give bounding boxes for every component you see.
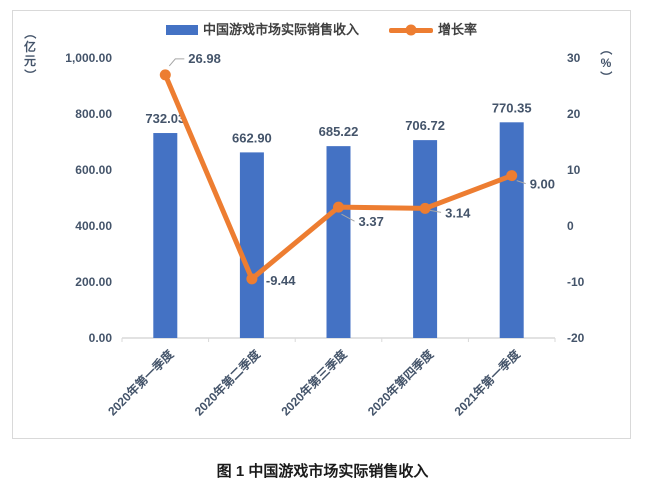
left-axis-tick-label: 1,000.00 (65, 51, 112, 65)
right-axis-unit-label: （%） (596, 42, 616, 84)
left-axis-tick-label: 200.00 (75, 275, 112, 289)
line-value-label: 3.14 (445, 205, 471, 220)
line-value-label: -9.44 (266, 273, 296, 288)
legend-line-marker-icon (405, 24, 417, 36)
revenue-bar (239, 152, 264, 338)
label-leader-line (168, 58, 185, 67)
growth-line-marker (159, 69, 171, 81)
growth-line-marker (246, 273, 258, 285)
legend-item-growth: 增长率 (389, 23, 477, 37)
revenue-bar (499, 122, 524, 338)
bar-value-label: 662.90 (232, 130, 272, 145)
legend-label-revenue: 中国游戏市场实际销售收入 (202, 22, 359, 37)
line-value-label: 3.37 (359, 214, 384, 229)
axis-unit-char: 元 (23, 54, 36, 68)
right-axis-tick-label: -20 (567, 331, 585, 345)
label-leader-line (341, 213, 355, 222)
right-axis-tick-label: -10 (567, 275, 585, 289)
axis-unit-char: 亿 (23, 40, 36, 54)
x-axis-category-label: 2020年第一季度 (105, 346, 178, 419)
x-axis-category-label: 2020年第四季度 (364, 346, 437, 419)
right-axis-tick-label: 30 (567, 51, 581, 65)
growth-line-marker (506, 170, 518, 182)
bar-value-label: 706.72 (405, 118, 445, 133)
chart-area: 中国游戏市场实际销售收入 增长率 (12, 10, 631, 439)
line-value-label: 9.00 (530, 177, 555, 192)
bar-value-label: 732.03 (145, 111, 185, 126)
legend-line-swatch-icon (389, 24, 433, 36)
right-axis-tick-label: 10 (567, 163, 581, 177)
right-axis-tick-label: 20 (567, 107, 581, 121)
growth-line-marker (419, 202, 431, 214)
left-axis-unit-label: （亿元） (20, 26, 40, 82)
label-leader-line (430, 209, 442, 213)
bar-value-label: 685.22 (319, 124, 359, 139)
revenue-bar (153, 133, 178, 338)
x-axis-category-label: 2020年第三季度 (278, 346, 351, 419)
legend-item-revenue: 中国游戏市场实际销售收入 (165, 22, 359, 37)
revenue-bar (326, 146, 351, 338)
x-axis-category-label: 2020年第二季度 (191, 346, 264, 419)
chart-legend: 中国游戏市场实际销售收入 增长率 (13, 23, 630, 37)
axis-unit-char: % (600, 56, 612, 70)
figure-caption: 图 1 中国游戏市场实际销售收入 (216, 463, 429, 480)
line-value-label: 26.98 (188, 51, 221, 66)
bar-value-label: 770.35 (492, 100, 532, 115)
left-axis-tick-label: 600.00 (75, 163, 112, 177)
growth-line-marker (333, 201, 344, 213)
revenue-bar (413, 140, 438, 338)
legend-bar-swatch-icon (165, 25, 198, 35)
label-leader-line (516, 180, 526, 185)
left-axis-tick-label: 800.00 (75, 107, 112, 121)
legend-label-growth: 增长率 (438, 22, 478, 37)
left-axis-tick-label: 0.00 (89, 331, 113, 345)
right-axis-tick-label: 0 (567, 219, 574, 233)
x-axis-category-label: 2021年第一季度 (451, 346, 524, 419)
left-axis-tick-label: 400.00 (75, 219, 112, 233)
